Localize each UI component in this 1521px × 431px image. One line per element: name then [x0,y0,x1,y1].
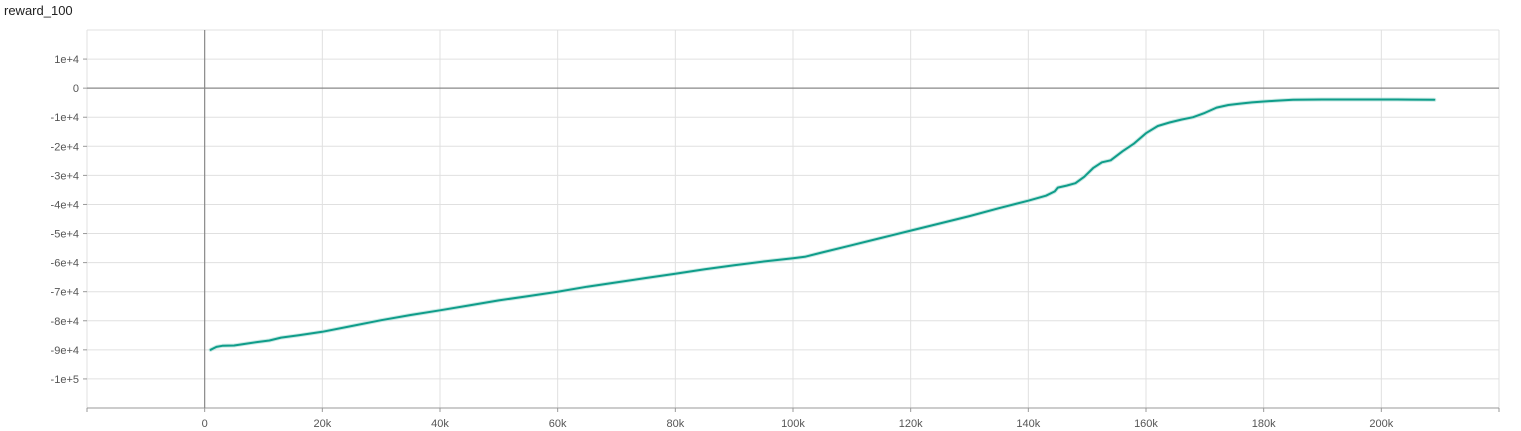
series-layer [208,97,1437,352]
x-tick-label: 180k [1252,418,1276,430]
y-tick-label: -5e+4 [51,229,79,241]
x-tick-label: 120k [899,418,923,430]
y-tick-label: 1e+4 [54,54,79,66]
y-tick-label: -9e+4 [51,345,79,357]
y-tick-label: -1e+5 [51,374,79,386]
x-tick-label: 40k [431,418,449,430]
tick-labels: 0 20k 40k 60k 80k 100k 120k 140k 160k 180k 200k 1e+… [51,54,1394,430]
x-tick-label: 140k [1016,418,1040,430]
chart-title: reward_100 [4,3,73,18]
y-tick-label: -6e+4 [51,258,79,270]
x-tick-label: 200k [1369,418,1393,430]
y-tick-label: 0 [73,83,79,95]
y-tick-label: -8e+4 [51,316,79,328]
x-tick-label: 100k [781,418,805,430]
x-tick-label: 160k [1134,418,1158,430]
y-tick-label: -3e+4 [51,170,79,182]
y-tick-label: -1e+4 [51,112,79,124]
x-tick-label: 60k [549,418,567,430]
x-tick-label: 0 [202,418,208,430]
gridlines [86,29,1500,408]
x-tick-label: 80k [666,418,684,430]
series-raw-line [208,97,1437,352]
axes [83,30,1500,412]
series-line [209,98,1436,351]
y-tick-label: -7e+4 [51,287,79,299]
x-tick-label: 20k [313,418,331,430]
y-tick-label: -4e+4 [51,199,79,211]
y-tick-label: -2e+4 [51,141,79,153]
